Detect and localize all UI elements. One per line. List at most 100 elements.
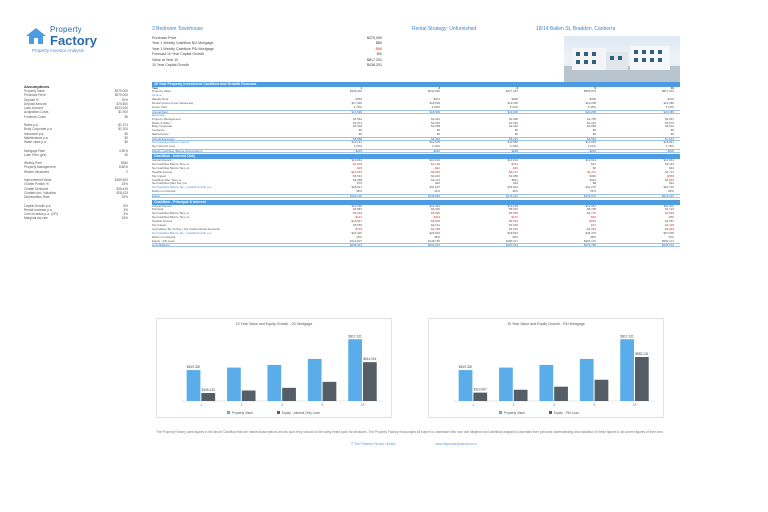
summary-row: Year 1 Weekly Cashflow P&I Mortgage -$66 — [152, 47, 382, 52]
assumption-label: Capital Growth p.a. — [24, 203, 52, 208]
bar-equity — [362, 362, 377, 401]
table-cell: $235,070 — [661, 243, 674, 248]
table-cell: $110,907 — [350, 238, 362, 243]
website-link[interactable]: www.thepropertyfactory.co.nz — [435, 442, 477, 446]
table-cell: $23,485 — [663, 109, 674, 114]
assumption-row: Purchase Price $379,000 — [24, 93, 128, 97]
table-cell: $3,141 — [431, 223, 440, 227]
summary-label: Year 1 Weekly Cashflow P&I Mortgage — [152, 46, 214, 51]
section-band: Cashflow - Principal & Interest — [152, 199, 680, 205]
table-cell: 3.30% — [431, 143, 440, 148]
table-cell: $0 — [514, 132, 518, 137]
table-cell: $421 — [589, 177, 596, 182]
table-cell: $6,215 — [509, 137, 518, 142]
bar-property-value — [348, 339, 362, 401]
summary-value: $379,000 — [367, 36, 382, 40]
row-label: Net Cashflow Before Tax + Capital Growth… — [152, 231, 212, 235]
property-photo — [564, 36, 680, 82]
assumption-label: Weekly Rent — [24, 161, 43, 166]
table-cell: $371 — [433, 97, 440, 102]
table-cell: $138,866 — [427, 194, 440, 199]
table-cell: $0 — [670, 128, 674, 133]
table-cell: $0 — [436, 128, 440, 133]
table-cell: 4.18% — [665, 143, 674, 148]
table-cell: $276,768 — [583, 243, 596, 248]
bar-property-value — [579, 358, 594, 401]
assumption-row: Property Management 8.80% — [24, 165, 128, 169]
assumption-value: 33% — [121, 216, 128, 221]
summary-label: Purchase Price — [152, 36, 177, 40]
table-cell: $12,141 — [351, 139, 362, 144]
assumption-row: Rates p.a. $1,974 — [24, 123, 128, 127]
table-cell: 3.20% — [353, 143, 362, 148]
table-cell: $817,201 — [661, 89, 674, 94]
data-label: $582,131 — [635, 352, 649, 356]
x-tick-label: 5 — [321, 403, 323, 407]
table-cell: -$566 — [666, 173, 674, 178]
row-label: Body Corporate — [152, 125, 173, 129]
rental-strategy: Rental Strategy: Unfurnished — [412, 26, 477, 32]
row-label: Maintenance — [152, 133, 169, 137]
table-cell: -$1,211 — [586, 169, 596, 174]
assumption-row: Property Value $379,000 — [24, 89, 128, 93]
table-row: Weekly Cashflow (Before Depreciation) $23… — [152, 148, 680, 153]
table-cell: $360 — [355, 97, 362, 102]
x-tick-label: 3 — [281, 403, 283, 407]
assumption-row: Water rates p.a. $0 — [24, 140, 128, 144]
assumption-value: 4.50% — [118, 148, 128, 153]
table-cell: $0 — [592, 128, 596, 133]
table-cell: $3,001 — [665, 124, 674, 129]
assumption-row: Maintenance p.a. $0 — [24, 136, 128, 140]
table-cell: $31,607 — [429, 185, 440, 190]
table-cell: -$50 — [668, 215, 674, 220]
row-label: Net Cashflow Before Tax p.w. — [152, 216, 190, 220]
table-cell: 42% — [434, 189, 440, 194]
data-label: $817,201 — [348, 334, 362, 338]
assumption-value: $379,000 — [114, 89, 128, 93]
table-cell: -$2,594 — [664, 211, 674, 216]
table-cell: $6,034 — [431, 137, 440, 142]
table-row: Rates & Water $1,974 $2,033 $2,094 $2,222 $2,… — [152, 120, 680, 126]
table-cell: $442,066 — [427, 89, 440, 94]
table-cell: 38% — [356, 189, 362, 194]
table-cell: $6,593 — [587, 137, 596, 142]
table-cell: $233 — [355, 148, 362, 153]
assumption-label: Maintenance p.a. — [24, 135, 49, 140]
table-row: Net Cashflow Before Tax p.w. -$121 -$114 -$… — [152, 215, 680, 220]
assumption-label: Marginal tax rate — [24, 216, 48, 221]
assumption-row: Loan Amount $303,200 — [24, 106, 128, 110]
chart-pi-mortgage: 10 Year Value and Equity Growth - P&I Mo… — [428, 318, 664, 418]
table-row: Year 1 2 3 5 10 — [152, 86, 680, 91]
table-row: Maintenance $0 $0 $0 $0 $0 — [152, 132, 680, 137]
row-label: Net Cashflow Before Tax p.a. — [152, 212, 190, 216]
row-label: Net Cashflow Before Tax p.a. — [152, 163, 190, 167]
table-cell: 6.20% — [665, 104, 674, 109]
table-row: Annual Rent $17,999 $18,539 $19,095 $20,258 $… — [152, 109, 680, 114]
table-cell: $5,858 — [353, 137, 362, 142]
table-row: Net Cashflow Before Tax p.a. -$1,503 -$1,1… — [152, 162, 680, 167]
table-cell: -$22 — [434, 165, 440, 170]
table-cell: $29,810 — [507, 230, 518, 235]
table-cell: $24,026 — [351, 230, 362, 235]
table-cell: $1,714 — [665, 169, 674, 174]
table-cell: -$2,789 — [430, 226, 440, 231]
bar-property-value — [186, 370, 201, 401]
table-cell: 76% — [668, 234, 674, 239]
summary-value: -$66 — [374, 46, 382, 51]
table-row: Taxable Income -$16,847 -$9,518 -$4,591 -$23… — [152, 219, 680, 224]
row-label: Return on Deposit — [152, 190, 176, 194]
table-cell: $62,730 — [663, 185, 674, 190]
assumption-row: Deposit Amount $75,800 — [24, 102, 128, 106]
table-cell: $2,222 — [587, 120, 596, 125]
table-row: Net Cashflow After Tax p.w. $79 $40 $18 $8 $3… — [152, 182, 680, 186]
assumption-label: Deposit Amount — [24, 101, 47, 106]
summary-value: $817,201 — [367, 57, 382, 62]
table-row: Weekly Rent $360 $371 $382 $405 $470 — [152, 97, 680, 102]
assumption-label: Cost Increase p.a. (CPI) — [24, 212, 59, 217]
house-logo-icon — [26, 28, 46, 44]
table-row: Net Cashflow Before Tax p.a. -$6,294 -$5,9… — [152, 211, 680, 216]
assumption-value: $0 — [124, 131, 128, 136]
table-cell: $1,685 — [509, 173, 518, 178]
table-cell: $41,270 — [585, 185, 596, 190]
summary-label: 10 Year Capital Growth — [152, 62, 189, 67]
